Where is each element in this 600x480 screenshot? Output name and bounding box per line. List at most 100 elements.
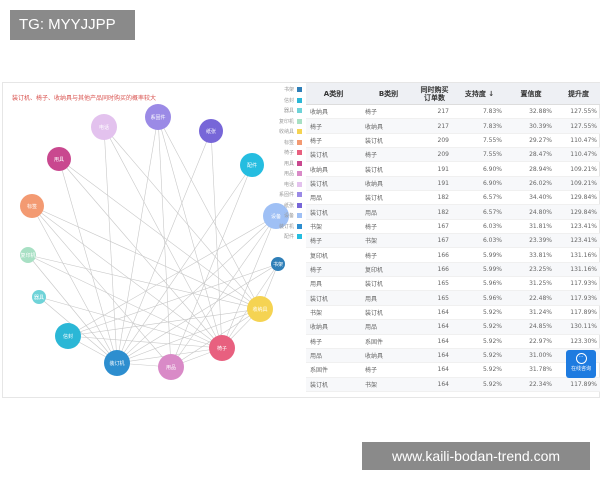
graph-node[interactable]: 书架 [271,257,285,271]
cell-b-category: 椅子 [365,252,378,260]
cell-support: 5.99% [482,251,502,259]
legend-item[interactable]: 配件 [279,232,302,243]
header-support[interactable]: 支持度 ↓ [464,89,495,98]
graph-node[interactable]: 配件 [240,153,264,177]
graph-node[interactable]: 复印机 [20,247,36,263]
table-row[interactable]: 装订机 椅子 209 7.55% 28.47% 110.47% [306,148,600,163]
cell-support: 5.96% [482,294,502,302]
cell-lift: 109.21% [570,165,597,173]
header-confidence[interactable]: 置信度 [520,89,542,98]
graph-node-circle [47,147,71,171]
cell-support: 5.92% [482,308,502,316]
graph-node[interactable]: 设备 [263,203,289,229]
graph-node-circle [104,350,130,376]
table-row[interactable]: 装订机 收纳具 191 6.90% 26.02% 109.21% [306,176,600,192]
cell-support: 6.57% [482,208,502,216]
graph-link [31,205,261,310]
cell-order-count: 164 [437,366,449,374]
legend-item[interactable]: 设备 [279,211,302,222]
table-row[interactable]: 收纳具 装订机 191 6.90% 28.94% 109.21% [306,162,600,177]
graph-link [67,215,277,337]
cell-support: 6.03% [482,222,502,230]
graph-node-label: 信封 [63,333,73,340]
cell-a-category: 系固件 [310,367,329,375]
table-row[interactable]: 收纳具 用品 164 5.92% 24.85% 130.11% [306,320,600,335]
cell-confidence: 23.25% [529,265,552,273]
graph-node[interactable]: 收纳具 [247,296,273,322]
table-row[interactable]: 用品 装订机 182 6.57% 34.40% 129.84% [306,191,600,206]
table-row[interactable]: 复印机 椅子 166 5.99% 33.81% 131.16% [306,248,600,263]
cell-confidence: 26.02% [529,179,552,187]
table-row[interactable]: 椅子 收纳具 217 7.83% 30.39% 127.55% [306,119,600,134]
cell-a-category: 收纳具 [310,109,329,117]
legend-item[interactable]: 器具 [279,106,302,117]
table-row[interactable]: 椅子 书架 167 6.03% 23.39% 123.41% [306,234,600,249]
table-row[interactable]: 书架 椅子 167 6.03% 31.81% 123.41% [306,220,600,235]
legend-item[interactable]: 装订机 [279,222,302,233]
legend-item[interactable]: 信封 [279,96,302,107]
cell-a-category: 装订机 [310,152,329,160]
cell-lift: 129.84% [570,194,597,202]
graph-node-label: 书架 [273,261,283,268]
graph-node[interactable]: 电话 [91,114,117,140]
legend-item[interactable]: 用品 [279,169,302,180]
legend-item[interactable]: 收纳具 [279,127,302,138]
table-row[interactable]: 椅子 系固件 164 5.92% 22.97% 123.30% [306,335,600,349]
table-row[interactable]: 系固件 椅子 164 5.92% 31.78% [306,363,600,378]
cell-b-category: 椅子 [365,223,378,231]
graph-node-circle [209,335,235,361]
legend-item[interactable]: 书架 [279,85,302,96]
graph-node[interactable]: 标签 [20,194,44,218]
header-b-category[interactable]: B类别 [378,89,399,98]
legend-item[interactable]: 纸张 [279,201,302,212]
graph-link [27,254,118,364]
graph-node[interactable]: 器具 [32,290,46,304]
legend-swatch [297,87,302,92]
header-lift[interactable]: 提升度 [568,89,589,98]
cell-confidence: 22.34% [529,380,552,388]
cell-order-count: 167 [437,222,449,230]
graph-link [103,126,118,364]
graph-link [31,205,223,349]
cell-confidence: 24.85% [529,323,552,331]
online-consult-button[interactable]: ··· 在线咨询 [566,350,596,378]
legend-label: 系固件 [278,192,294,198]
cell-order-count: 166 [437,251,449,259]
cell-lift: 130.11% [570,323,597,331]
cell-confidence: 31.81% [529,222,552,230]
graph-node[interactable]: 用具 [47,147,71,171]
table-row[interactable]: 装订机 书架 164 5.92% 22.34% 117.89% [306,377,600,392]
cell-a-category: 椅子 [310,137,323,145]
cell-order-count: 164 [437,323,449,331]
legend-item[interactable]: 椅子 [279,148,302,159]
table-row[interactable]: 用具 装订机 165 5.96% 31.25% 117.93% [306,277,600,292]
legend-item[interactable]: 用具 [279,159,302,170]
legend-item[interactable]: 系固件 [279,190,302,201]
table-row[interactable]: 装订机 用具 165 5.96% 22.48% 117.93% [306,291,600,306]
graph-node[interactable]: 纸张 [199,119,223,143]
header-order-count[interactable]: 同时购买订单数 [420,85,449,102]
graph-node[interactable]: 装订机 [104,350,130,376]
legend-item[interactable]: 标签 [279,138,302,149]
graph-node[interactable]: 椅子 [209,335,235,361]
graph-link [116,308,261,364]
legend-label: 电话 [283,181,294,188]
table-row[interactable]: 书架 装订机 164 5.92% 31.24% 117.89% [306,306,600,321]
cell-order-count: 217 [437,122,449,130]
table-row[interactable]: 椅子 复印机 166 5.99% 23.25% 131.16% [306,262,600,278]
legend-item[interactable]: 复印机 [279,117,302,128]
legend-label: 设备 [283,213,294,219]
table-row[interactable]: 收纳具 椅子 217 7.83% 32.88% 127.55% [306,105,600,120]
cell-b-category: 收纳具 [365,353,384,361]
table-row[interactable]: 椅子 装订机 209 7.55% 29.27% 110.47% [306,134,600,149]
graph-node-circle [20,194,44,218]
graph-node[interactable]: 信封 [55,323,81,349]
table-row[interactable]: 装订机 用品 182 6.57% 24.80% 129.84% [306,205,600,220]
graph-link [38,296,223,349]
table-row[interactable]: 用品 收纳具 164 5.92% 31.00% [306,348,600,364]
legend-item[interactable]: 电话 [279,180,302,191]
graph-node[interactable]: 系固件 [145,104,171,130]
header-a-category[interactable]: A类别 [323,89,344,98]
graph-node[interactable]: 用品 [158,354,184,380]
